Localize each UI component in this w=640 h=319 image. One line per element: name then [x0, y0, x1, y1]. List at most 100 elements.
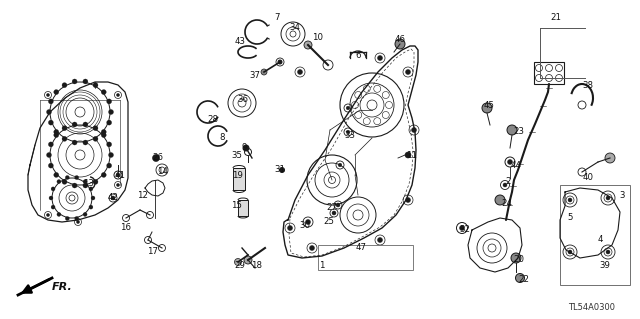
Circle shape — [65, 217, 69, 220]
Circle shape — [72, 140, 77, 145]
Circle shape — [93, 136, 98, 141]
Text: 13: 13 — [83, 179, 95, 188]
Circle shape — [93, 179, 98, 184]
Circle shape — [49, 99, 53, 104]
Text: 5: 5 — [567, 213, 573, 222]
Circle shape — [336, 203, 340, 207]
Text: 25: 25 — [323, 218, 335, 226]
Text: 8: 8 — [220, 133, 225, 143]
Circle shape — [147, 211, 154, 219]
Text: 38: 38 — [582, 80, 593, 90]
Text: 15: 15 — [232, 201, 243, 210]
Text: 44: 44 — [511, 160, 522, 169]
Text: 35: 35 — [232, 151, 243, 160]
Circle shape — [346, 106, 350, 110]
Circle shape — [116, 93, 120, 97]
Circle shape — [243, 145, 249, 151]
Text: 9: 9 — [241, 144, 246, 152]
Text: 45: 45 — [483, 100, 495, 109]
Circle shape — [460, 226, 465, 231]
Circle shape — [93, 126, 98, 131]
Text: 20: 20 — [513, 256, 525, 264]
Circle shape — [54, 90, 59, 94]
Circle shape — [338, 163, 342, 167]
Circle shape — [280, 167, 285, 173]
Bar — [238, 200, 248, 216]
Circle shape — [62, 83, 67, 88]
Circle shape — [111, 196, 115, 200]
Circle shape — [83, 140, 88, 145]
Text: 43: 43 — [234, 38, 246, 47]
Text: 32: 32 — [460, 226, 470, 234]
Circle shape — [109, 152, 113, 158]
Circle shape — [47, 93, 49, 97]
Circle shape — [145, 236, 152, 243]
Circle shape — [244, 256, 252, 264]
Circle shape — [62, 179, 67, 184]
Circle shape — [568, 198, 572, 202]
Text: 31: 31 — [275, 166, 285, 174]
Circle shape — [49, 196, 53, 200]
Circle shape — [77, 220, 79, 224]
Circle shape — [93, 83, 98, 88]
Circle shape — [406, 197, 410, 203]
Circle shape — [109, 109, 113, 115]
Text: 18: 18 — [252, 261, 262, 270]
Text: 17: 17 — [147, 248, 159, 256]
Circle shape — [83, 183, 88, 188]
Circle shape — [515, 273, 525, 283]
Circle shape — [75, 217, 79, 220]
Circle shape — [62, 136, 67, 141]
Circle shape — [405, 152, 411, 158]
Text: 26: 26 — [152, 153, 163, 162]
Circle shape — [83, 212, 87, 216]
Text: 36: 36 — [237, 95, 248, 105]
Circle shape — [72, 183, 77, 188]
Circle shape — [89, 187, 93, 191]
Text: 4: 4 — [597, 235, 603, 244]
Text: 24: 24 — [502, 198, 513, 207]
Text: 29: 29 — [235, 261, 245, 270]
Text: 10: 10 — [312, 33, 323, 42]
Text: 34: 34 — [289, 24, 301, 33]
Circle shape — [495, 195, 505, 205]
Text: 21: 21 — [550, 13, 561, 23]
Circle shape — [101, 173, 106, 177]
Circle shape — [49, 142, 53, 147]
Circle shape — [298, 70, 303, 75]
Text: 1: 1 — [319, 261, 324, 270]
Circle shape — [406, 70, 410, 75]
Circle shape — [107, 99, 111, 104]
Circle shape — [101, 130, 106, 134]
Circle shape — [101, 90, 106, 94]
Circle shape — [503, 183, 507, 187]
Text: 22: 22 — [518, 276, 529, 285]
Circle shape — [54, 133, 59, 137]
Text: 40: 40 — [582, 174, 593, 182]
Circle shape — [332, 211, 336, 215]
Circle shape — [83, 79, 88, 84]
Circle shape — [378, 238, 383, 242]
Circle shape — [310, 246, 314, 250]
Circle shape — [234, 258, 241, 265]
Text: 27: 27 — [326, 204, 337, 212]
Circle shape — [305, 219, 310, 225]
Circle shape — [51, 205, 55, 209]
Circle shape — [75, 175, 79, 180]
Text: 11: 11 — [406, 151, 417, 160]
Text: TL54A0300: TL54A0300 — [568, 303, 615, 313]
Circle shape — [107, 142, 111, 147]
Text: 33: 33 — [344, 130, 355, 139]
Circle shape — [47, 152, 51, 158]
Circle shape — [304, 41, 312, 49]
Text: 12: 12 — [138, 190, 148, 199]
Circle shape — [507, 125, 517, 135]
Circle shape — [412, 128, 417, 132]
Bar — [233, 168, 245, 190]
Bar — [560, 185, 630, 285]
Text: 23: 23 — [513, 128, 525, 137]
Circle shape — [72, 122, 77, 127]
Circle shape — [116, 173, 120, 177]
Circle shape — [482, 103, 492, 113]
Circle shape — [91, 196, 95, 200]
